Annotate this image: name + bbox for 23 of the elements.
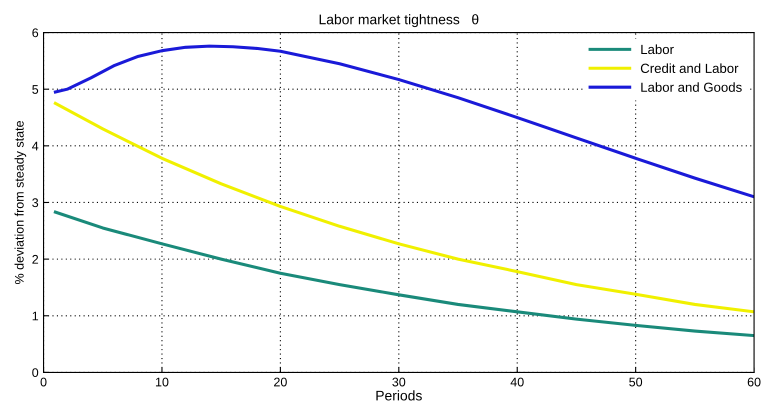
y-tick-label: 6 <box>32 28 38 38</box>
x-tick-label: 0 <box>40 378 47 386</box>
y-tick-label: 3 <box>32 198 38 208</box>
x-tick-label: 10 <box>156 378 168 386</box>
y-tick-label: 5 <box>32 85 38 94</box>
line-series <box>54 210 754 338</box>
legend-label: Credit and Labor <box>640 63 738 74</box>
x-tick-label: 40 <box>510 378 524 386</box>
y-tick-label: 2 <box>32 254 38 264</box>
x-tick-label: 50 <box>629 378 642 386</box>
y-tick-label: 1 <box>32 312 38 320</box>
y-axis-title: % deviation from steady state <box>14 121 26 284</box>
x-axis-title: Periods <box>376 390 422 401</box>
x-tick-label: 30 <box>392 378 406 386</box>
legend-label: Labor and Goods <box>641 82 742 92</box>
x-tick-label: 20 <box>274 378 287 386</box>
line-series <box>54 44 754 198</box>
y-tick-label: 4 <box>32 142 38 150</box>
x-tick-label: 60 <box>748 378 761 386</box>
y-tick-label: 0 <box>32 368 38 378</box>
chart-title: Labor market tightness θ <box>320 14 478 28</box>
line-series <box>54 102 754 314</box>
legend-label: Labor <box>641 44 674 54</box>
